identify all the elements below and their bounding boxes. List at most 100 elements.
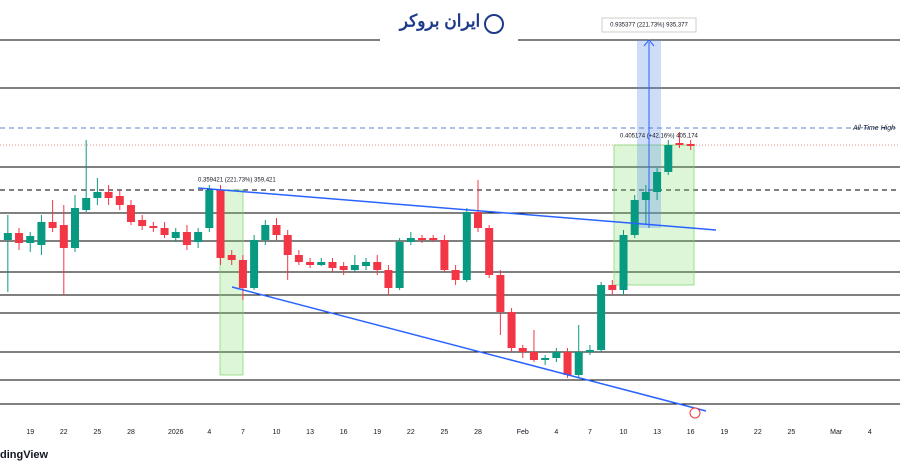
- candle-body: [160, 228, 169, 235]
- x-tick-label: 19: [26, 429, 34, 436]
- arrow-head: [643, 39, 655, 47]
- candle-body: [597, 285, 606, 350]
- x-tick-label: 10: [273, 429, 281, 436]
- x-tick-label: 28: [474, 429, 482, 436]
- annotation: 0.359421 (221.73%) 359,421: [198, 178, 276, 184]
- logo-icon: [484, 14, 504, 34]
- candle-body: [541, 358, 550, 360]
- candle-body: [82, 198, 91, 210]
- candle-body: [250, 240, 259, 288]
- candles: [3, 132, 695, 378]
- candle-body: [261, 225, 270, 240]
- candle-body: [529, 352, 538, 360]
- candle-body: [641, 192, 650, 200]
- candle-body: [3, 233, 12, 240]
- candle-body: [552, 352, 561, 358]
- x-tick-label: 16: [687, 429, 695, 436]
- candle-body: [563, 352, 572, 375]
- candle-body: [686, 144, 695, 146]
- candle-body: [339, 266, 348, 270]
- candle-body: [664, 145, 673, 172]
- candle-body: [350, 265, 359, 270]
- x-tick-label: 22: [60, 429, 68, 436]
- candle-body: [395, 242, 404, 288]
- annotation: 0.935377 (221.73%) 935,377: [610, 23, 688, 29]
- x-tick-label: 25: [788, 429, 796, 436]
- candle-body: [429, 238, 438, 240]
- candle-body: [418, 238, 427, 240]
- x-tick-label: 13: [653, 429, 661, 436]
- x-tick-label: 19: [720, 429, 728, 436]
- candle-body: [317, 262, 326, 265]
- x-tick-label: 4: [868, 429, 872, 436]
- candle-body: [227, 255, 236, 260]
- candle-body: [384, 270, 393, 288]
- candle-body: [406, 238, 415, 242]
- candle-body: [194, 232, 203, 242]
- x-tick-label: Feb: [517, 429, 529, 436]
- candle-body: [451, 270, 460, 280]
- candle-body: [362, 262, 371, 266]
- candle-body: [653, 172, 662, 192]
- candle-body: [518, 348, 527, 352]
- candle-body: [462, 212, 471, 280]
- candle-body: [26, 236, 35, 243]
- candle-body: [294, 255, 303, 262]
- candle-body: [496, 275, 505, 312]
- candle-body: [485, 228, 494, 275]
- x-tick-label: 28: [127, 429, 135, 436]
- candle-body: [473, 212, 482, 228]
- candle-body: [238, 260, 247, 288]
- candle-body: [373, 262, 382, 270]
- x-tick-label: 4: [207, 429, 211, 436]
- label-box: [601, 17, 697, 33]
- candle-body: [182, 232, 191, 245]
- logo-box: [380, 0, 518, 42]
- candle-body: [149, 226, 158, 228]
- x-tick-label: 4: [554, 429, 558, 436]
- candle-body: [93, 192, 102, 198]
- x-tick-label: 10: [620, 429, 628, 436]
- candle-body: [205, 190, 214, 228]
- candle-body: [306, 262, 315, 265]
- candle-body: [272, 225, 281, 235]
- candle-body: [585, 350, 594, 352]
- candle-body: [619, 235, 628, 290]
- footer: dingView: [0, 449, 49, 461]
- x-tick-label: 25: [441, 429, 449, 436]
- candle-body: [104, 192, 113, 198]
- candle-body: [608, 285, 617, 290]
- trendline: [197, 187, 717, 231]
- x-tick-label: 13: [306, 429, 314, 436]
- candle-body: [328, 262, 337, 268]
- candle-body: [675, 143, 684, 145]
- x-tick-label: 22: [754, 429, 762, 436]
- x-tick-label: 16: [340, 429, 348, 436]
- event-icon: [689, 407, 701, 419]
- ath-label: All-Time High: [852, 125, 895, 132]
- candle-body: [71, 208, 79, 248]
- levels: [0, 39, 900, 405]
- x-tick-label: 7: [241, 429, 245, 436]
- candle-body: [37, 222, 46, 245]
- candle-body: [507, 312, 516, 348]
- x-tick-label: 22: [407, 429, 415, 436]
- candle-body: [574, 352, 583, 375]
- x-tick-label: 7: [588, 429, 592, 436]
- annotation: 0.405174 (+42.16%) 405,174: [620, 134, 699, 140]
- candle-body: [630, 200, 639, 235]
- candle-body: [126, 205, 135, 222]
- x-tick-label: Mar: [830, 429, 843, 436]
- x-tick-label: 2026: [168, 429, 184, 436]
- candle-body: [48, 222, 57, 228]
- candle-body: [283, 235, 292, 255]
- candle-body: [15, 233, 24, 243]
- x-tick-label: 19: [373, 429, 381, 436]
- brand: ایران بروکر: [398, 11, 481, 31]
- candle-body: [171, 232, 180, 238]
- candle-body: [59, 225, 68, 248]
- candle-body: [216, 190, 225, 258]
- candle-body: [115, 196, 124, 205]
- x-tick-label: 25: [93, 429, 101, 436]
